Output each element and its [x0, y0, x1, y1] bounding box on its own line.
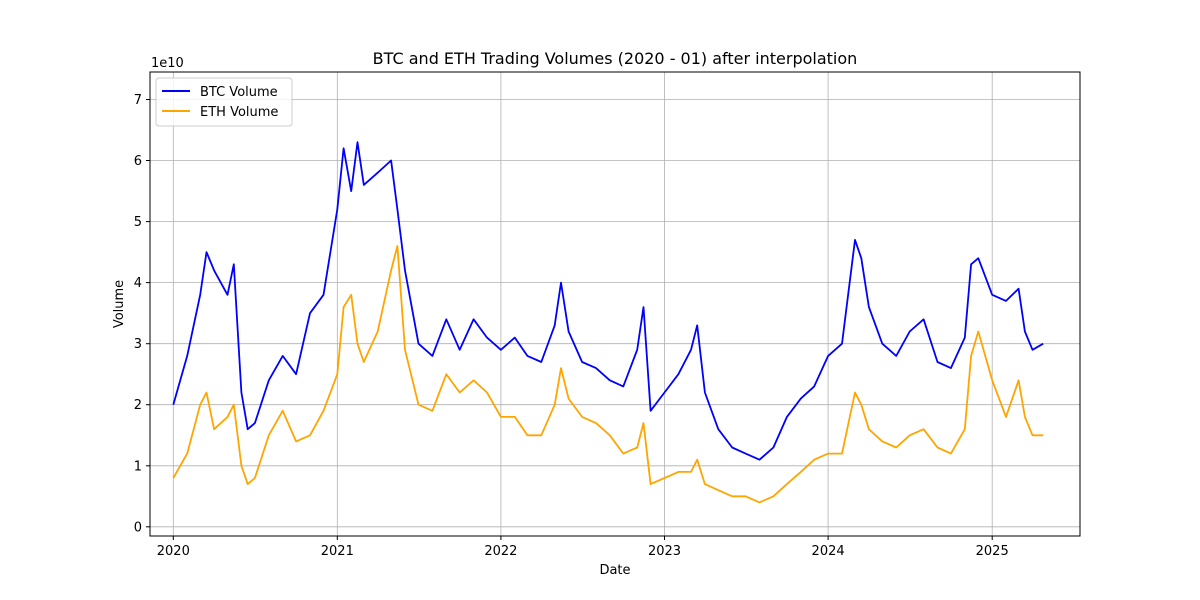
- x-tick-label: 2021: [321, 544, 354, 559]
- x-axis-label: Date: [599, 563, 630, 578]
- y-tick-label: 3: [134, 337, 142, 352]
- y-scale-label: 1e10: [151, 56, 184, 71]
- chart-title: BTC and ETH Trading Volumes (2020 - 01) …: [373, 49, 858, 68]
- x-tick-label: 2020: [157, 544, 190, 559]
- plot-area-frame: [149, 71, 1081, 537]
- y-tick-label: 1: [134, 459, 142, 474]
- legend-label-eth: ETH Volume: [200, 105, 278, 120]
- eth-volume-line: [172, 245, 1044, 504]
- x-tick-label: 2022: [484, 544, 517, 559]
- y-tick-label: 4: [134, 276, 142, 291]
- y-tick-label: 6: [134, 154, 142, 169]
- y-axis-ticks: 0 1 2 3 4 5 6 7: [134, 93, 150, 535]
- x-tick-label: 2023: [648, 544, 681, 559]
- y-tick-label: 0: [134, 520, 142, 535]
- y-axis-label: Volume: [112, 280, 127, 328]
- y-tick-label: 7: [134, 93, 142, 108]
- x-tick-label: 2025: [976, 544, 1009, 559]
- legend: BTC Volume ETH Volume: [155, 77, 293, 127]
- grid: [150, 72, 1080, 536]
- y-tick-label: 2: [134, 398, 142, 413]
- series-lines: [172, 141, 1044, 504]
- x-tick-label: 2024: [812, 544, 845, 559]
- legend-label-btc: BTC Volume: [200, 85, 278, 100]
- y-tick-label: 5: [134, 215, 142, 230]
- x-axis-ticks: 2020 2021 2022 2023 2024 2025: [157, 536, 1009, 559]
- btc-volume-line: [172, 141, 1044, 461]
